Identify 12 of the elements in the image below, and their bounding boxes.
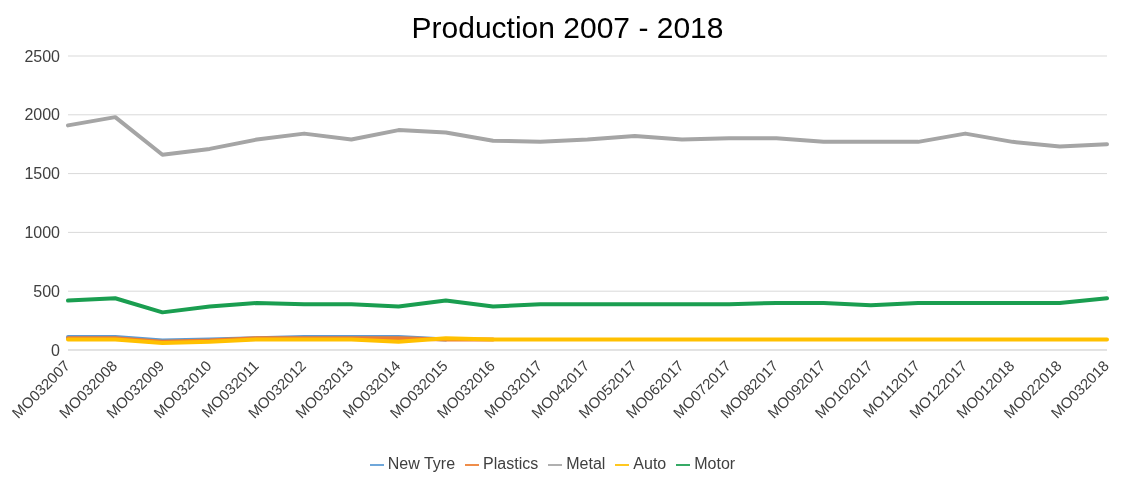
y-tick-label: 500 <box>33 282 61 300</box>
y-tick-label: 2000 <box>24 106 61 124</box>
y-tick-label: 2500 <box>24 47 61 65</box>
y-tick-label: 0 <box>51 341 61 359</box>
chart-title: Production 2007 - 2018 <box>410 10 725 46</box>
legend-label: Plastics <box>483 455 539 472</box>
legend-label: Auto <box>633 455 667 472</box>
y-tick-label: 1500 <box>24 165 61 183</box>
y-tick-label: 1000 <box>24 224 61 242</box>
legend-label: Motor <box>694 455 736 472</box>
legend-label: New Tyre <box>387 455 456 472</box>
legend-label: Metal <box>566 455 606 472</box>
